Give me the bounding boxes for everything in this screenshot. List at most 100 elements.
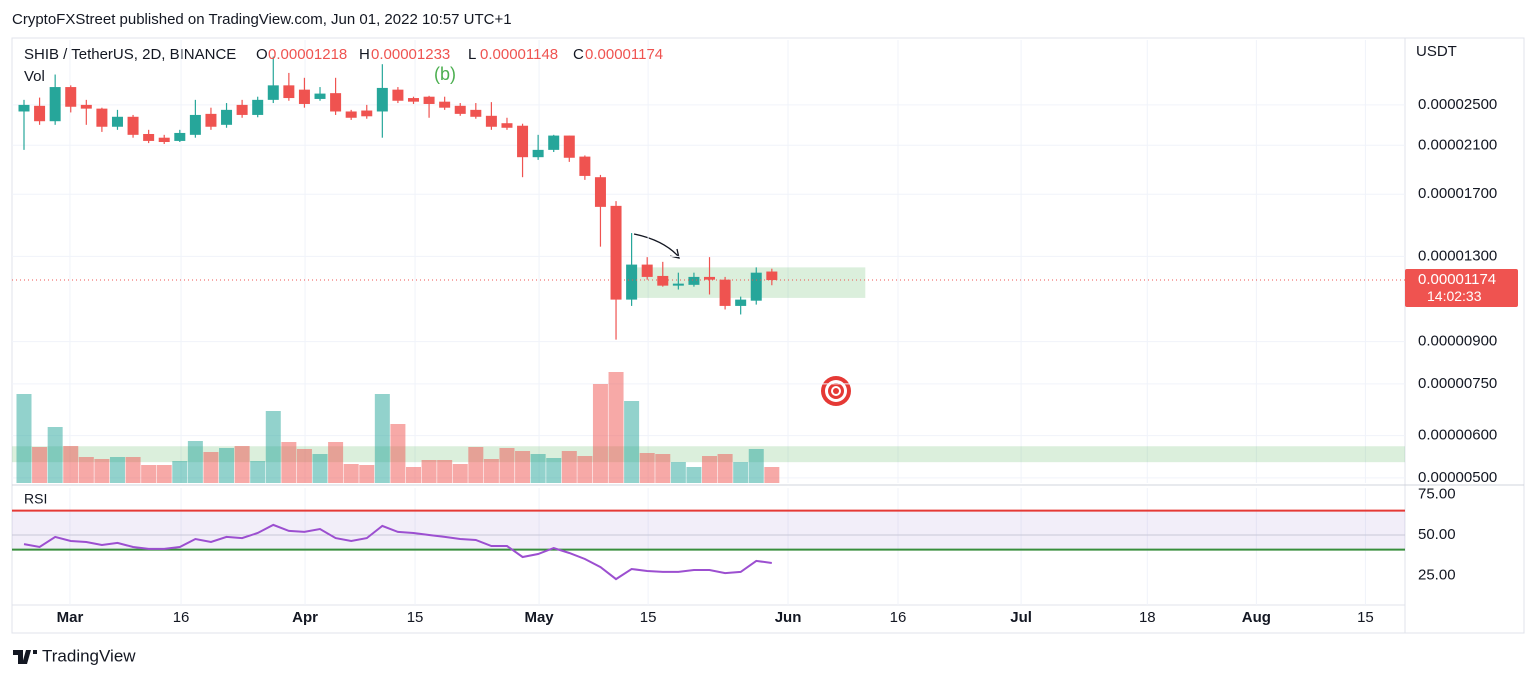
rsi-pane xyxy=(12,488,1405,605)
target-icon xyxy=(821,376,851,406)
x-tick-label: Mar xyxy=(57,609,84,626)
volume-bar xyxy=(234,446,250,483)
volume-bar xyxy=(702,456,718,483)
candle-body xyxy=(423,96,435,104)
volume-bar xyxy=(733,462,749,483)
ohlc-key: H xyxy=(359,46,370,63)
arrow-annotation xyxy=(633,233,680,259)
y-tick-label: 0.00000500 xyxy=(1418,469,1497,486)
candle-body xyxy=(626,264,638,300)
zone xyxy=(631,267,866,298)
candle-body xyxy=(407,98,419,102)
candle-body xyxy=(657,275,669,286)
x-tick-label: 15 xyxy=(1357,609,1374,626)
candle-body xyxy=(221,109,233,125)
rsi-tick-label: 25.00 xyxy=(1418,566,1456,583)
volume-bar xyxy=(328,442,344,483)
volume-bar xyxy=(47,427,63,483)
y-tick-label: 0.00000600 xyxy=(1418,427,1497,444)
candle-body xyxy=(96,108,108,127)
candle-body xyxy=(158,137,170,143)
candle-body xyxy=(18,104,30,112)
volume-bar xyxy=(312,454,328,483)
candle-body xyxy=(579,156,591,176)
candle-body xyxy=(750,272,762,301)
candle-body xyxy=(80,104,92,109)
candle-body xyxy=(485,115,497,127)
rsi-band xyxy=(12,510,1405,550)
candle-body xyxy=(252,99,264,115)
volume-bar xyxy=(592,384,608,483)
volume-bar xyxy=(359,465,375,483)
countdown: 14:02:33 xyxy=(1427,288,1482,304)
x-tick-label: 16 xyxy=(173,609,190,626)
volume-bar xyxy=(141,465,157,483)
y-tick-label: 0.00000750 xyxy=(1418,375,1497,392)
volume-bar xyxy=(546,458,562,483)
volume-bar xyxy=(219,448,235,483)
volume-bar xyxy=(374,394,390,483)
volume-bar xyxy=(187,441,203,483)
ohlc-key: L xyxy=(468,46,476,63)
x-tick-label: Jun xyxy=(775,609,802,626)
candle-body xyxy=(439,101,451,108)
rsi-tick-label: 75.00 xyxy=(1418,485,1456,502)
candle-body xyxy=(314,93,326,99)
candle-body xyxy=(236,104,248,115)
candle-body xyxy=(111,116,123,127)
candle-body xyxy=(641,264,653,277)
candle-body xyxy=(704,276,716,280)
y-tick-label: 0.00002100 xyxy=(1418,136,1497,153)
candle-body xyxy=(517,125,529,158)
candle-body xyxy=(189,114,201,135)
volume-label: Vol xyxy=(24,68,45,85)
volume-bar xyxy=(748,449,764,483)
chart-frame xyxy=(11,37,1525,634)
volume-bar xyxy=(655,454,671,483)
volume-bar xyxy=(250,461,266,483)
x-tick-label: 16 xyxy=(890,609,907,626)
candle-body xyxy=(470,109,482,117)
candle-body xyxy=(65,87,77,107)
y-tick-label: 0.00002500 xyxy=(1418,96,1497,113)
candle-body xyxy=(361,110,373,117)
volume-bar xyxy=(483,459,499,483)
candle-body xyxy=(688,276,700,285)
candle-body xyxy=(563,135,575,158)
candle-body xyxy=(735,299,747,306)
x-tick-label: Aug xyxy=(1242,609,1271,626)
candle-body xyxy=(345,111,357,118)
candle-body xyxy=(548,135,560,150)
candle-body xyxy=(610,205,622,300)
y-tick-label: 0.00001300 xyxy=(1418,247,1497,264)
x-tick-label: Apr xyxy=(292,609,318,626)
candle-body xyxy=(766,271,778,281)
candle-body xyxy=(143,133,155,141)
candle-body xyxy=(283,85,295,99)
ohlc-key: C xyxy=(573,46,584,63)
volume-bar xyxy=(530,454,546,483)
volume-bar xyxy=(421,460,437,483)
volume-bar xyxy=(125,457,141,483)
volume-bar xyxy=(437,460,453,483)
rsi-label: RSI xyxy=(24,491,47,507)
candle-body xyxy=(34,105,46,122)
candle-body xyxy=(672,283,684,286)
candle-body xyxy=(49,87,61,122)
volume-bar xyxy=(63,446,79,483)
rsi-tick-label: 50.00 xyxy=(1418,526,1456,543)
zone xyxy=(12,446,1405,463)
y-tick-label: 0.00001700 xyxy=(1418,185,1497,202)
volume-bar xyxy=(156,465,172,483)
candle-body xyxy=(501,123,513,128)
volume-bar xyxy=(561,451,577,483)
x-tick-label: May xyxy=(524,609,554,626)
currency: USDT xyxy=(1416,43,1457,60)
ohlc-value: 0.00001148 xyxy=(480,46,558,63)
volume-bar xyxy=(624,401,640,483)
last-price-label: 0.00001174 xyxy=(1418,271,1496,288)
x-tick-label: 15 xyxy=(407,609,424,626)
candle-body xyxy=(376,87,388,112)
volume-bar xyxy=(78,457,94,483)
volume-bar xyxy=(265,411,281,483)
